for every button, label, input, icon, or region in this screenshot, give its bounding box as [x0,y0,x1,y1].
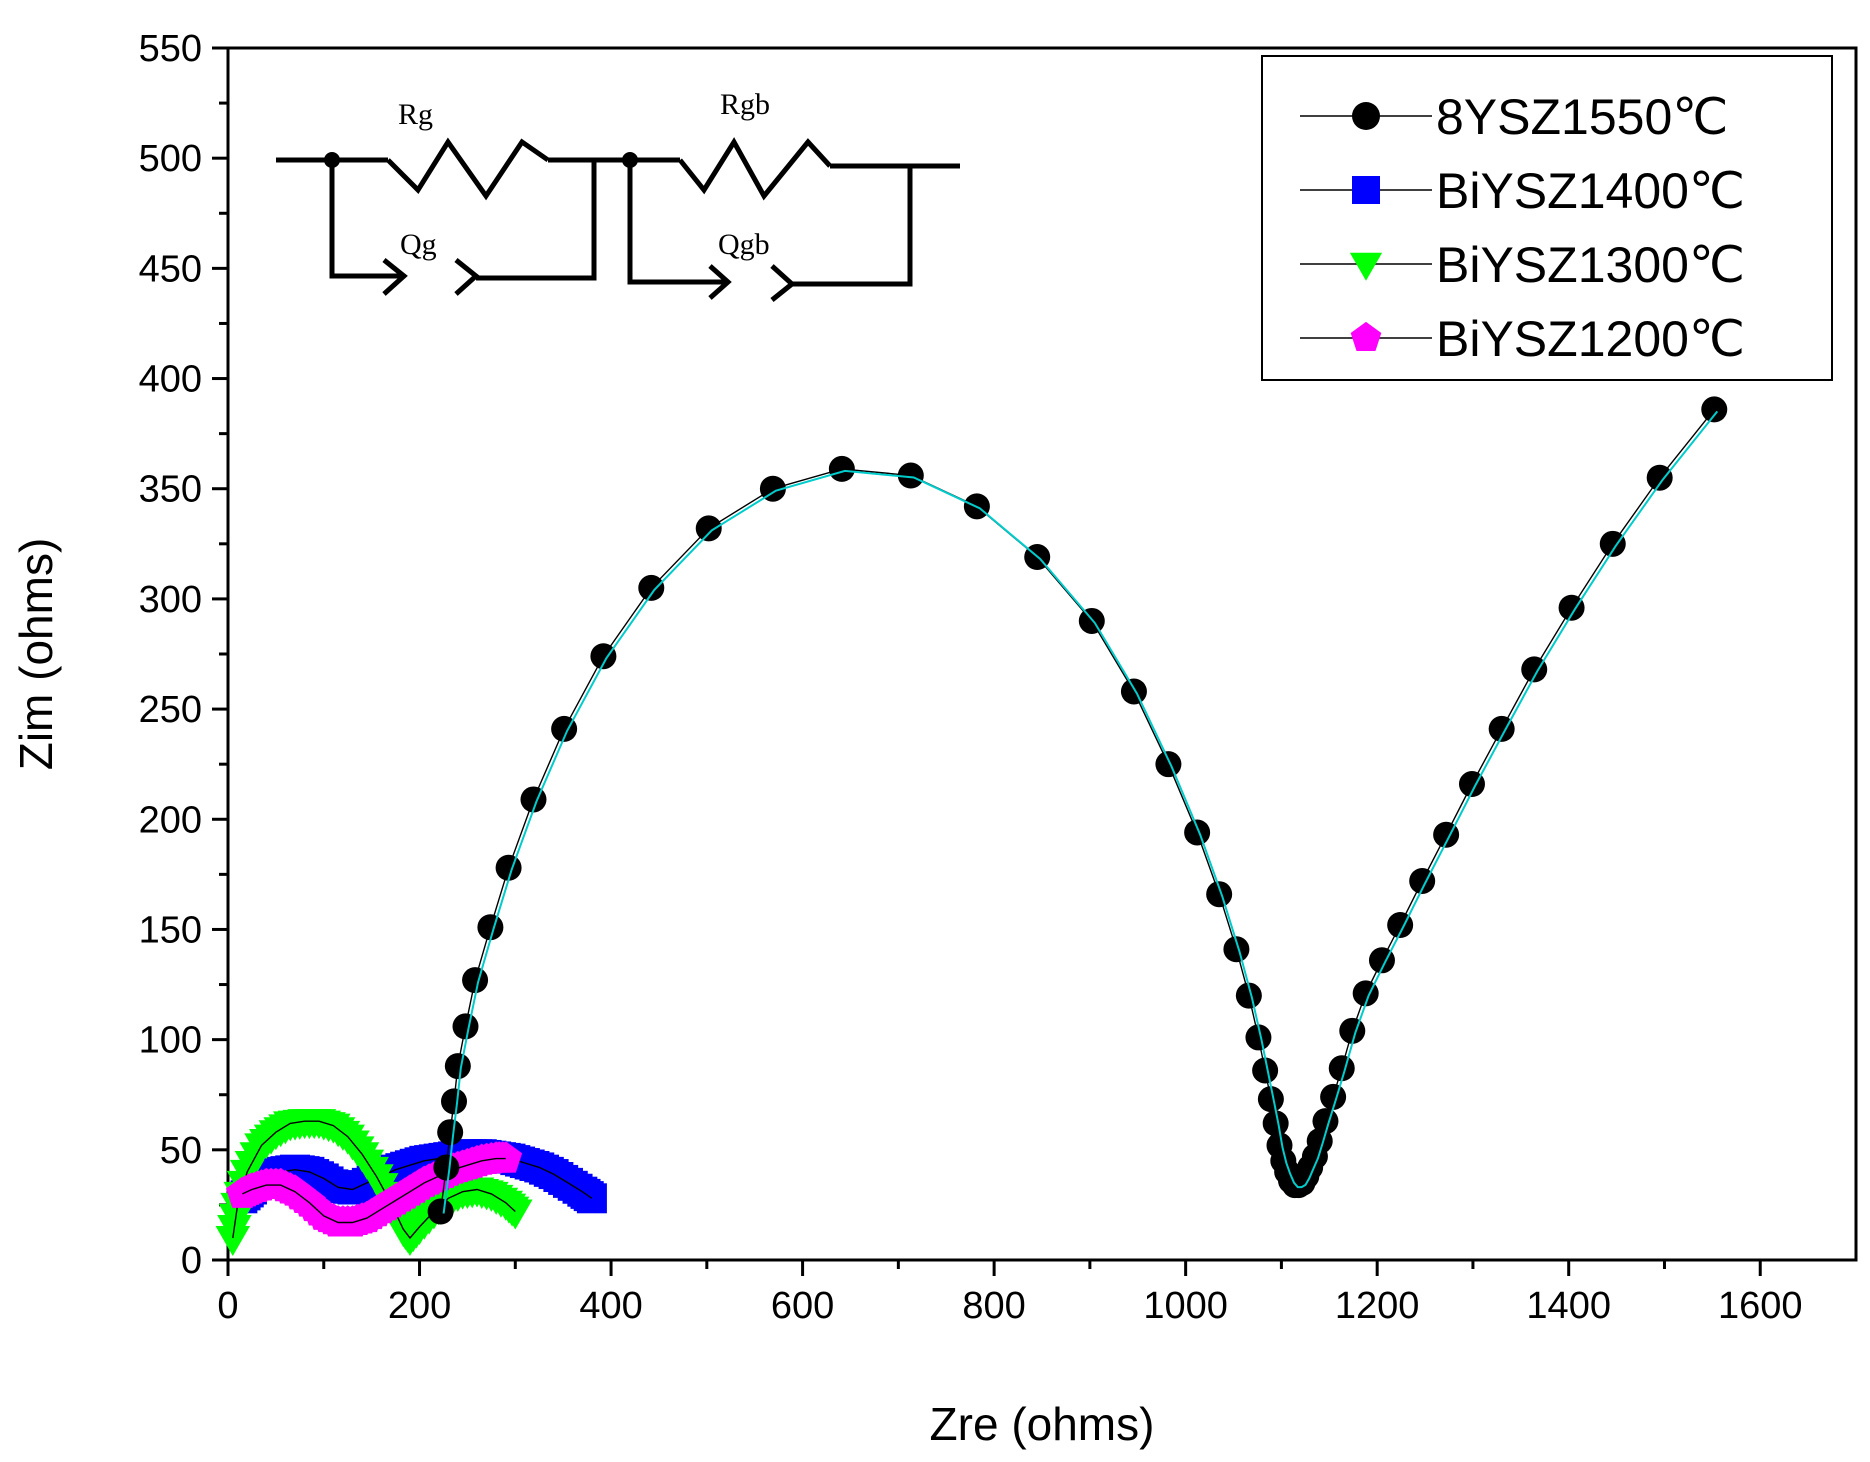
x-tick-label: 1400 [1526,1285,1611,1327]
y-tick-label: 350 [139,469,202,511]
legend-label: 8YSZ1550℃ [1436,89,1728,145]
y-tick-label: 450 [139,248,202,290]
circuit-label-rg: Rg [398,98,433,131]
series-0 [427,396,1728,1225]
fit-line [442,410,1719,1214]
circuit-node-2 [622,152,638,168]
legend-label: BiYSZ1300℃ [1436,237,1745,293]
series-3 [225,1141,523,1237]
y-tick-label: 550 [139,28,202,70]
legend-label: BiYSZ1400℃ [1436,163,1745,219]
y-tick-label: 0 [181,1240,202,1282]
y-tick-label: 100 [139,1020,202,1062]
series-line [232,1120,516,1240]
capacitor-qg-right [476,160,597,281]
y-tick-label: 200 [139,799,202,841]
y-tick-label: 300 [139,579,202,621]
x-axis-title: Zre (ohms) [930,1398,1155,1450]
equivalent-circuit-diagram [276,137,960,302]
data-point [498,1199,533,1230]
resistor-rg [386,137,550,201]
circuit-label-qg: Qg [400,228,437,261]
circuit-label-rgb: Rgb [720,88,770,121]
capacitor-qgb-arrow-right [770,264,796,302]
y-tick-label: 500 [139,138,202,180]
axis-ticks: 0 200 400 600 800 1000 1200 1400 1600 0 50 100 150 20… [139,28,1803,1327]
y-axis-title: Zim (ohms) [10,538,62,771]
legend-label: BiYSZ1200℃ [1436,311,1745,367]
capacitor-qgb-left [627,160,728,285]
series-line [242,1157,506,1224]
x-tick-label: 600 [771,1285,834,1327]
y-tick-label: 50 [160,1130,202,1172]
capacitor-qgb-right [792,166,913,287]
series-line [241,1153,593,1199]
capacitor-qg-left [329,160,400,279]
x-tick-label: 800 [962,1285,1025,1327]
x-tick-label: 1600 [1718,1285,1803,1327]
circuit-label-qgb: Qgb [718,228,770,261]
capacitor-qg-arrow-right [454,258,480,296]
capacitor-qgb-arrow-left [708,264,732,300]
legend-marker [1352,176,1380,204]
x-tick-label: 0 [217,1285,238,1327]
legend: 8YSZ1550℃ BiYSZ1400℃ BiYSZ1300℃ BiYSZ1200℃ [1261,55,1833,381]
data-point [427,1198,454,1225]
series-line [439,408,1715,1212]
y-tick-label: 400 [139,359,202,401]
resistor-rgb [678,137,832,201]
y-tick-label: 150 [139,909,202,951]
legend-marker [1350,321,1382,352]
x-tick-label: 1200 [1335,1285,1420,1327]
circuit-node-1 [324,152,340,168]
series-layer [215,396,1728,1256]
data-point [489,1141,523,1173]
y-tick-label: 250 [139,689,202,731]
x-tick-label: 1000 [1143,1285,1228,1327]
x-tick-label: 400 [579,1285,642,1327]
legend-marker [1352,102,1380,130]
x-tick-label: 200 [388,1285,451,1327]
legend-marker [1349,252,1383,281]
capacitor-qg-arrow-left [382,258,408,296]
data-point [576,1183,607,1214]
